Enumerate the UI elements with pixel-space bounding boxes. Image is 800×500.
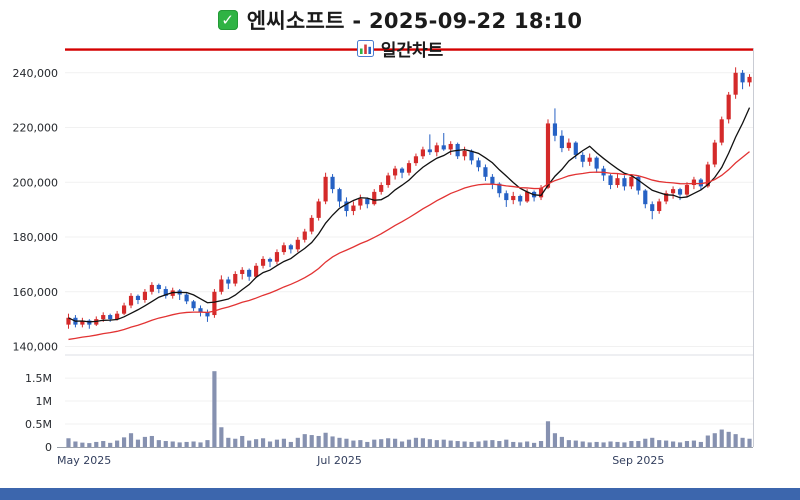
svg-text:0.5M: 0.5M — [25, 418, 52, 431]
svg-text:140,000: 140,000 — [13, 341, 59, 354]
bottom-status-bar — [0, 488, 800, 500]
volume-bars — [66, 371, 752, 447]
svg-text:240,000: 240,000 — [13, 67, 59, 80]
chart-title-row: ✓ 엔씨소프트 - 2025-09-22 18:10 — [0, 5, 800, 35]
chart-frame — [57, 48, 754, 448]
svg-text:1M: 1M — [36, 395, 53, 408]
chart-title: 엔씨소프트 - 2025-09-22 18:10 — [246, 9, 583, 33]
checkbox-checked-icon: ✓ — [217, 10, 238, 30]
chart-subtitle-row: 일간차트 — [0, 36, 800, 61]
svg-text:0: 0 — [45, 441, 52, 454]
axis-labels: 240,000 220,000 200,000 180,000 160,000 140,0… — [13, 67, 665, 467]
svg-text:180,000: 180,000 — [13, 231, 59, 244]
svg-text:1.5M: 1.5M — [25, 372, 52, 385]
ma-long-line — [68, 151, 750, 341]
ma-short-line — [68, 107, 751, 323]
svg-text:220,000: 220,000 — [13, 122, 59, 135]
check-glyph: ✓ — [221, 11, 234, 29]
svg-text:160,000: 160,000 — [13, 286, 59, 299]
svg-text:200,000: 200,000 — [13, 176, 59, 189]
chart-gridlines — [65, 72, 753, 425]
svg-text:Jul 2025: Jul 2025 — [316, 454, 362, 467]
svg-text:Sep 2025: Sep 2025 — [612, 454, 664, 467]
svg-text:May 2025: May 2025 — [57, 454, 111, 467]
bar-chart-icon — [356, 40, 374, 57]
chart-subtitle: 일간차트 — [380, 41, 444, 61]
candlesticks — [66, 67, 752, 329]
